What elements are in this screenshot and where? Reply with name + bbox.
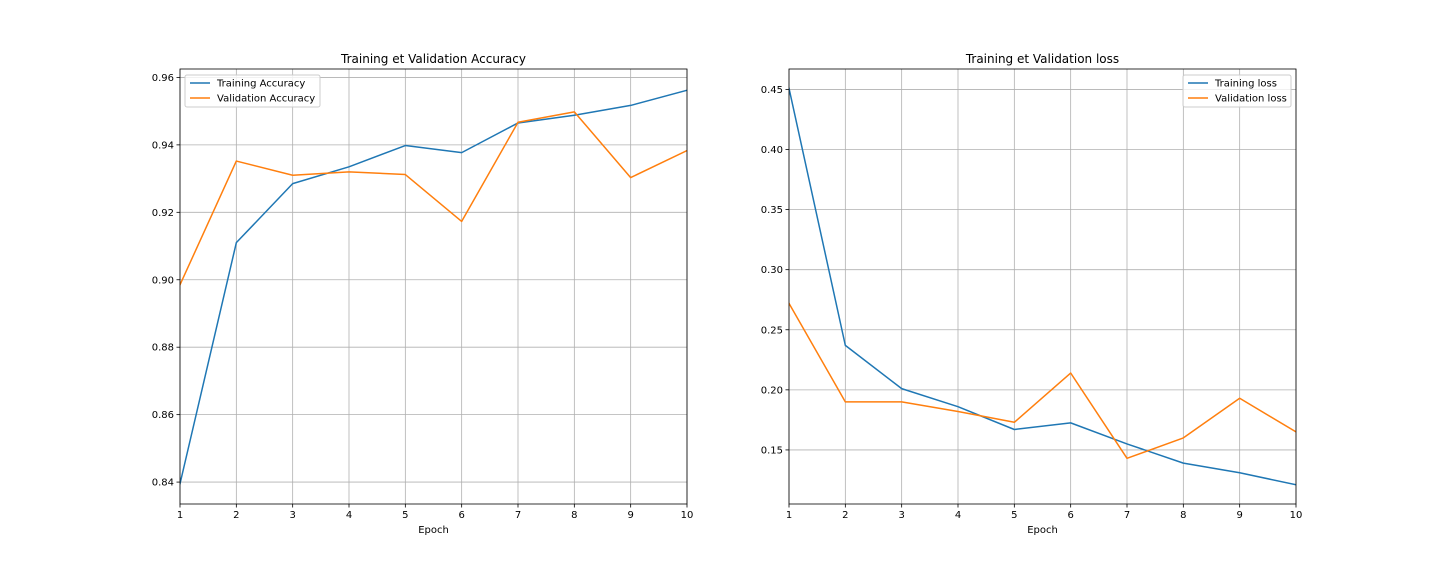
loss-x-tick-label: 6 [1067,510,1073,521]
loss-x-tick-label: 1 [786,510,792,521]
loss-legend-box [1182,74,1292,108]
accuracy-y-tick-label: 0.92 [152,208,174,219]
loss-x-tick-label: 5 [1011,510,1017,521]
legend-label-training-loss: Training loss [1214,79,1277,90]
series-line-validation-accuracy [180,111,687,286]
loss-legend: Training loss Validation loss [1182,74,1292,108]
accuracy-x-tick-label: 4 [346,510,352,521]
accuracy-y-tick-label: 0.84 [152,478,174,489]
loss-series [789,87,1296,486]
accuracy-y-tick-label: 0.90 [152,275,174,286]
loss-chart: Training et Validation loss Epoch 1 2 3 4 5 6… [761,52,1303,536]
series-line-training-loss [789,87,1296,486]
accuracy-chart-title: Training et Validation Accuracy [340,52,526,66]
loss-y-tick-label: 0.25 [761,325,783,336]
accuracy-x-axis-label: Epoch [418,525,449,536]
loss-chart-title: Training et Validation loss [965,52,1119,66]
accuracy-x-tick-label: 3 [289,510,295,521]
loss-x-tick-label: 3 [898,510,904,521]
accuracy-y-tick-label: 0.86 [152,410,174,421]
loss-y-tick-label: 0.40 [761,145,783,156]
accuracy-y-tick-label: 0.96 [152,73,174,84]
loss-x-tick-label: 8 [1180,510,1186,521]
accuracy-chart: Training et Validation Accuracy Epoch 1 2… [152,52,694,536]
accuracy-x-tick-label: 2 [233,510,239,521]
loss-x-tick-label: 7 [1124,510,1130,521]
accuracy-x-tick-label: 9 [627,510,633,521]
accuracy-legend-box [184,74,321,108]
loss-y-tick-label: 0.35 [761,205,783,216]
series-line-training-accuracy [180,89,687,485]
accuracy-x-tick-label: 7 [515,510,521,521]
loss-y-tick-label: 0.45 [761,85,783,96]
accuracy-x-tick-label: 6 [458,510,464,521]
accuracy-grid [179,69,688,504]
loss-plot-frame [788,68,1297,505]
loss-y-tick-label: 0.15 [761,445,783,456]
accuracy-y-tick-label: 0.88 [152,343,174,354]
loss-y-tick-label: 0.30 [761,265,783,276]
accuracy-x-tick-label: 1 [177,510,183,521]
accuracy-y-tick-label: 0.94 [152,140,174,151]
legend-label-training-accuracy: Training Accuracy [216,79,305,90]
accuracy-x-tick-label: 5 [402,510,408,521]
loss-x-axis-label: Epoch [1027,525,1058,536]
accuracy-x-tick-label: 8 [571,510,577,521]
accuracy-series [180,89,687,485]
loss-grid [788,69,1297,504]
accuracy-ticks: 1 2 3 4 5 6 7 8 9 10 0.84 0.86 0.88 0.90 0.92 0.94 0.96 [152,73,694,521]
loss-x-tick-label: 4 [955,510,961,521]
series-line-validation-loss [789,302,1296,460]
loss-y-tick-label: 0.20 [761,385,783,396]
loss-x-tick-label: 2 [842,510,848,521]
loss-x-tick-label: 9 [1236,510,1242,521]
legend-label-validation-accuracy: Validation Accuracy [217,94,315,105]
loss-x-tick-label: 10 [1290,510,1303,521]
loss-ticks: 1 2 3 4 5 6 7 8 9 10 0.15 0.20 0.25 0.30 0.35 0.40 0.45 [761,85,1303,521]
accuracy-legend: Training Accuracy Validation Accuracy [184,74,321,108]
legend-label-validation-loss: Validation loss [1215,94,1287,105]
accuracy-x-tick-label: 10 [681,510,694,521]
accuracy-plot-frame [179,68,688,505]
